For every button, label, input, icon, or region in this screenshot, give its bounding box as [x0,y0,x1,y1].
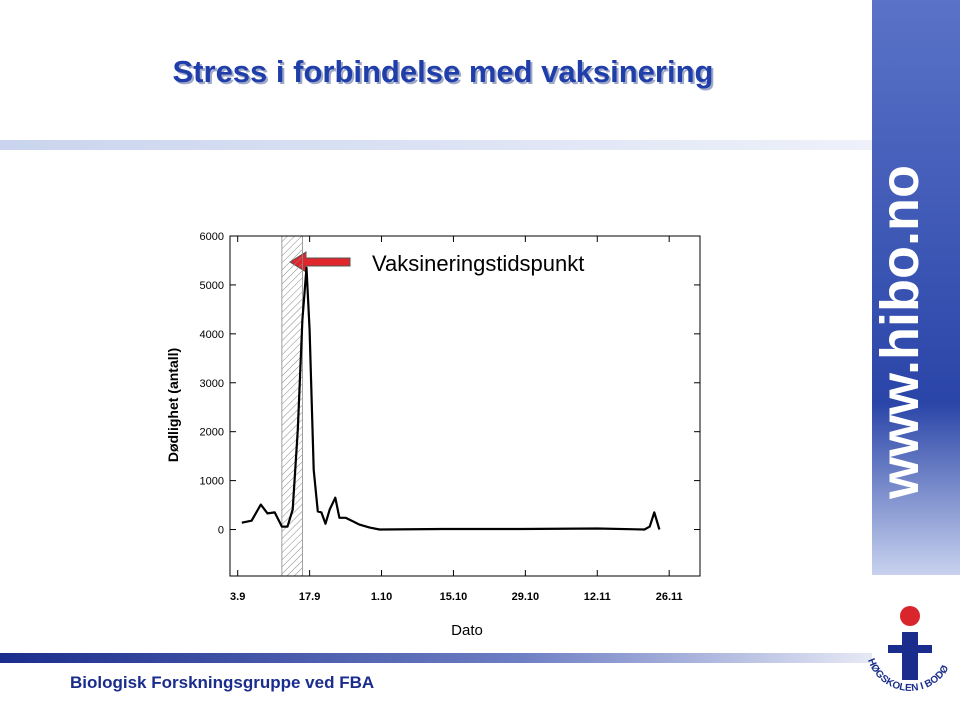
title-shadow: Stress i forbindelse med vaksinering [175,56,716,91]
top-bar [0,140,872,150]
y-tick-label: 3000 [200,378,224,390]
y-tick-label: 4000 [200,329,224,341]
logo-bar [902,632,918,680]
data-line [241,266,661,531]
x-tick-label: 15.10 [440,591,468,603]
x-tick-label: 29.10 [512,591,540,603]
logo: HØGSKOLEN I BODØ [865,606,951,694]
x-tick-label: 3.9 [230,591,245,603]
y-axis-label: Dødlighet (antall) [165,348,181,462]
side-panel [872,0,960,575]
annotation: Vaksineringstidspunkt [372,251,584,276]
y-tick-label: 0 [218,525,224,537]
y-tick-label: 6000 [200,231,224,243]
y-tick-label: 5000 [200,280,224,292]
y-tick-label: 2000 [200,427,224,439]
logo-dot [900,606,920,626]
bottom-bar [0,653,872,663]
x-axis-label: Dato [451,622,483,639]
title: Stress i forbindelse med vaksinering [173,54,714,89]
y-tick-label: 1000 [200,476,224,488]
x-tick-label: 17.9 [299,591,320,603]
x-tick-label: 12.11 [584,591,611,603]
website: www.hibo.no [870,165,930,500]
plot-frame [229,235,701,577]
x-tick-label: 26.11 [656,591,683,603]
x-tick-label: 1.10 [371,591,392,603]
footer: Biologisk Forskningsgruppe ved FBA [70,673,374,692]
logo-cross [888,645,932,653]
